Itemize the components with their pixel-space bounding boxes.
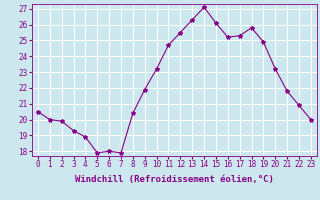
X-axis label: Windchill (Refroidissement éolien,°C): Windchill (Refroidissement éolien,°C) xyxy=(75,175,274,184)
